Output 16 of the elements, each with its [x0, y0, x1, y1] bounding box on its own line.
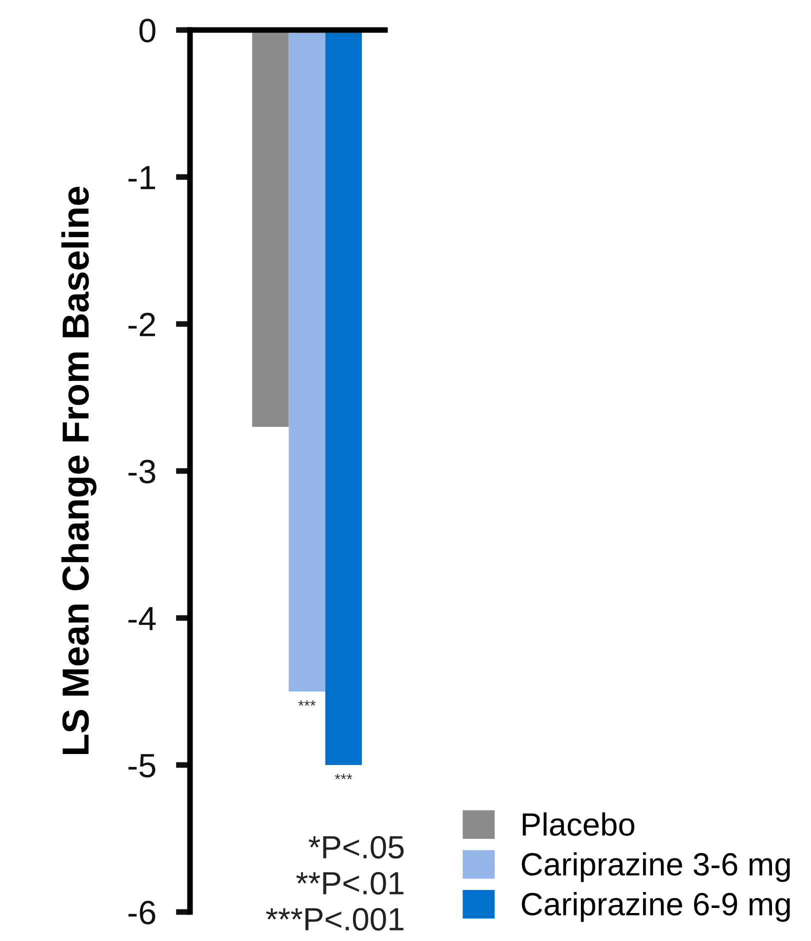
- annotation: ***P<.001: [266, 908, 404, 931]
- legend-label: Placebo: [522, 812, 634, 836]
- y-tick-label: -5: [128, 754, 156, 778]
- annotation: *P<.05: [308, 836, 404, 859]
- legend-label: Cariprazine 3-6 mg: [522, 852, 790, 882]
- y-tick-label: -3: [128, 460, 156, 484]
- annotation: ***: [298, 700, 316, 706]
- y-axis-title: LS Mean Change From Baseline: [61, 186, 96, 754]
- y-tick-label: -2: [128, 312, 155, 336]
- y-tick-label: 0: [139, 18, 156, 42]
- y-tick-label: -4: [128, 607, 156, 630]
- annotation: **P<.01: [296, 872, 404, 895]
- legend-label: Cariprazine 6-9 mg: [522, 892, 790, 922]
- annotation: ***: [334, 774, 352, 780]
- y-tick-label: -1: [128, 166, 156, 190]
- y-tick-label: -6: [128, 900, 156, 924]
